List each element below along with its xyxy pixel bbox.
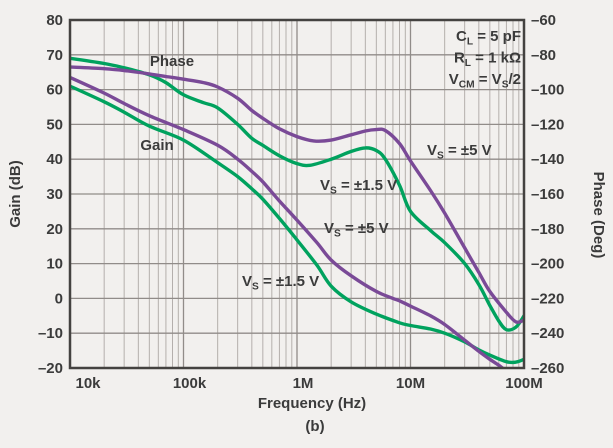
label-gain: Gain xyxy=(140,137,173,154)
curve-phase-vs-5v xyxy=(70,65,524,324)
y-right-tick-label: –140 xyxy=(531,151,564,168)
condition-line: RL = 1 kΩ xyxy=(454,50,521,70)
y-left-tick-label: –20 xyxy=(38,360,63,377)
y-left-tick-label: 70 xyxy=(46,47,63,64)
y-left-axis-title: Gain (dB) xyxy=(7,160,24,228)
x-tick-label: 10M xyxy=(396,375,425,392)
plot-frame xyxy=(68,18,526,370)
y-right-tick-label: –60 xyxy=(531,12,556,29)
y-right-tick-label: –180 xyxy=(531,221,564,238)
label-gain-vs-1p5v: VS = ±1.5 V xyxy=(242,273,319,293)
figure-caption: (b) xyxy=(305,418,325,435)
y-right-tick-label: –240 xyxy=(531,325,564,342)
y-left-tick-label: 0 xyxy=(55,290,63,307)
y-left-tick-label: 40 xyxy=(46,151,63,168)
label-gain-vs-5v: VS = ±5 V xyxy=(324,220,389,240)
y-right-tick-label: –100 xyxy=(531,82,564,99)
y-left-tick-label: 60 xyxy=(46,82,63,99)
condition-line: CL = 5 pF xyxy=(456,28,521,48)
x-axis-title: Frequency (Hz) xyxy=(258,395,366,412)
y-left-tick-labels: 80 70 60 50 40 30 20 10 0 –10 –20 xyxy=(38,12,63,377)
x-tick-labels: 10k 100k 1M 10M 100M xyxy=(75,375,542,392)
y-left-tick-label: 10 xyxy=(46,256,63,273)
y-right-tick-label: –120 xyxy=(531,116,564,133)
y-right-tick-label: –260 xyxy=(531,360,564,377)
y-right-axis-title: Phase (Deg) xyxy=(590,172,607,259)
curve-labels: Phase Gain VS = ±5 V VS = ±1.5 V VS = ±5 V VS… xyxy=(140,53,491,293)
x-tick-label: 10k xyxy=(75,375,101,392)
condition-line: VCM = VS/2 xyxy=(449,71,521,91)
y-right-tick-labels: –60 –80 –100 –120 –140 –160 –180 –200 –220 –240 –2… xyxy=(531,12,564,377)
y-left-tick-label: 50 xyxy=(46,116,63,133)
y-right-tick-label: –160 xyxy=(531,186,564,203)
curve-phase-vs-1p5v xyxy=(70,56,524,332)
label-phase-vs-5v: VS = ±5 V xyxy=(427,142,492,162)
x-tick-label: 100M xyxy=(505,375,543,392)
x-tick-label: 1M xyxy=(293,375,314,392)
y-left-tick-label: 80 xyxy=(46,12,63,29)
y-right-tick-label: –220 xyxy=(531,290,564,307)
curves xyxy=(70,56,524,368)
curve-gain-vs-5v xyxy=(70,75,506,368)
y-left-tick-label: –10 xyxy=(38,325,63,342)
y-left-tick-label: 20 xyxy=(46,221,63,238)
y-right-tick-label: –200 xyxy=(531,256,564,273)
y-left-tick-label: 30 xyxy=(46,186,63,203)
x-tick-label: 100k xyxy=(173,375,207,392)
label-phase: Phase xyxy=(150,53,194,70)
label-phase-vs-1p5v: VS = ±1.5 V xyxy=(320,177,397,197)
y-right-tick-label: –80 xyxy=(531,47,556,64)
